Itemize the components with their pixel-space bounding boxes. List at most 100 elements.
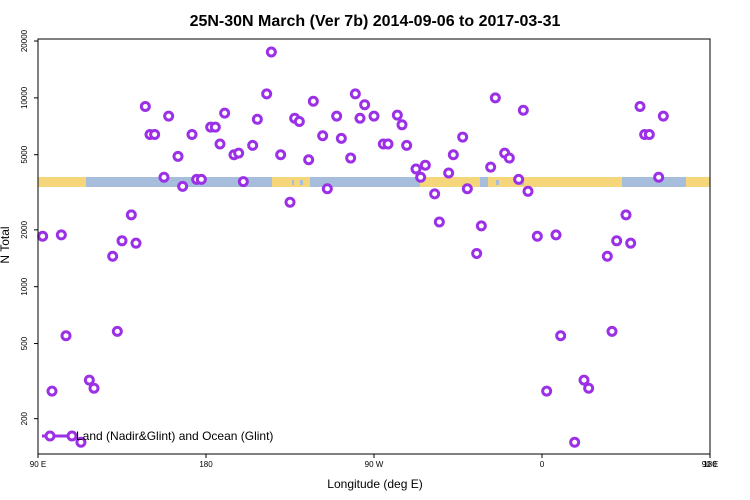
data-point: [517, 104, 529, 116]
data-point: [321, 183, 333, 195]
data-point: [359, 99, 371, 111]
x-tick-label: 90 W: [365, 460, 384, 469]
data-point: [550, 229, 562, 241]
data-point: [429, 188, 441, 200]
data-point: [265, 46, 277, 58]
data-point: [163, 110, 175, 122]
data-point: [657, 110, 669, 122]
data-point: [471, 247, 483, 259]
data-point: [275, 149, 287, 161]
data-point: [489, 92, 501, 104]
y-tick-label: 20000: [20, 29, 29, 52]
data-point: [60, 330, 72, 342]
data-point: [331, 110, 343, 122]
data-point: [461, 183, 473, 195]
data-point: [75, 436, 87, 448]
y-tick-label: 1000: [20, 277, 29, 295]
data-point: [261, 88, 273, 100]
land-band-segment: [488, 177, 622, 187]
data-point: [643, 128, 655, 140]
data-point: [634, 101, 646, 113]
x-tick-label: 180: [199, 460, 213, 469]
ocean-band: [38, 177, 710, 187]
data-point: [349, 88, 361, 100]
land-band-segment: [38, 177, 86, 187]
data-point: [237, 176, 249, 188]
data-point: [303, 154, 315, 166]
data-point: [368, 110, 380, 122]
data-point: [443, 167, 455, 179]
y-tick-label: 500: [20, 336, 29, 350]
data-point: [88, 382, 100, 394]
data-point: [382, 138, 394, 150]
plot-frame: [37, 38, 711, 455]
ocean-notch: [496, 180, 499, 185]
data-point: [513, 173, 525, 185]
legend-marker: [66, 430, 78, 442]
data-point: [457, 131, 469, 143]
y-axis: 200 500 1000 2000 5000 10000 20000: [20, 29, 38, 425]
data-point: [46, 385, 58, 397]
land-band-segment: [420, 177, 480, 187]
y-tick-label: 10000: [20, 86, 29, 109]
data-points: [37, 46, 669, 448]
data-point: [578, 374, 590, 386]
land-ocean-band: [38, 177, 710, 187]
data-point: [345, 152, 357, 164]
data-point: [219, 107, 231, 119]
data-point: [541, 385, 553, 397]
data-point: [401, 139, 413, 151]
data-point: [149, 128, 161, 140]
data-point: [354, 112, 366, 124]
data-point: [293, 115, 305, 127]
data-point: [233, 147, 245, 159]
data-point: [419, 159, 431, 171]
ocean-notch: [292, 180, 294, 185]
data-point: [447, 149, 459, 161]
data-point: [37, 230, 49, 242]
x-axis-label: Longitude (deg E): [327, 477, 422, 491]
data-point: [475, 220, 487, 232]
data-point: [116, 235, 128, 247]
data-point: [125, 209, 137, 221]
ocean-notch: [318, 180, 324, 185]
y-axis-label: N Total: [0, 226, 12, 263]
data-point: [247, 139, 259, 151]
y-tick-label: 2000: [20, 220, 29, 238]
data-point: [625, 237, 637, 249]
data-point: [335, 132, 347, 144]
land-band-segment: [272, 177, 310, 187]
x-tick-label: 180: [703, 460, 717, 469]
legend-marker: [44, 430, 56, 442]
land-band-segment: [686, 177, 710, 187]
data-point: [139, 101, 151, 113]
data-point: [391, 109, 403, 121]
data-point: [433, 216, 445, 228]
x-tick-label: 90 E: [30, 460, 46, 469]
legend-label: Land (Nadir&Glint) and Ocean (Glint): [76, 429, 273, 443]
data-point: [172, 150, 184, 162]
data-point: [317, 130, 329, 142]
data-point: [195, 173, 207, 185]
data-point: [522, 185, 534, 197]
x-tick-label: 0: [540, 460, 545, 469]
data-point: [251, 113, 263, 125]
data-point: [214, 138, 226, 150]
data-point: [158, 171, 170, 183]
data-point: [569, 436, 581, 448]
data-point: [107, 250, 119, 262]
chart-title: 25N-30N March (Ver 7b) 2014-09-06 to 201…: [190, 13, 561, 30]
data-point: [410, 163, 422, 175]
data-point: [620, 209, 632, 221]
data-point: [653, 171, 665, 183]
data-point: [415, 171, 427, 183]
data-point: [611, 235, 623, 247]
data-point: [130, 237, 142, 249]
data-point: [111, 325, 123, 337]
data-point: [606, 325, 618, 337]
y-tick-label: 5000: [20, 145, 29, 163]
data-point: [503, 152, 515, 164]
data-point: [284, 196, 296, 208]
